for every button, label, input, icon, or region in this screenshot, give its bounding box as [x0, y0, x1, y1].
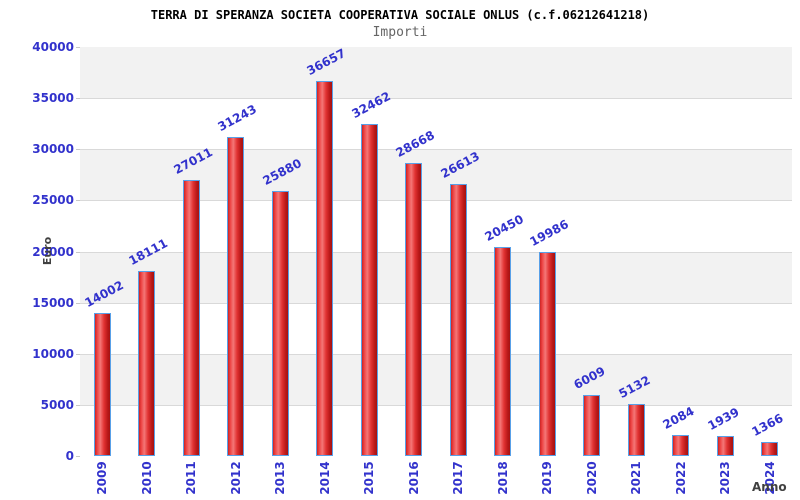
bar	[405, 163, 422, 456]
gridline	[80, 149, 792, 150]
x-tick-label: 2023	[718, 461, 732, 495]
y-tick-mark	[76, 456, 80, 457]
chart-title: TERRA DI SPERANZA SOCIETA COOPERATIVA SO…	[150, 8, 650, 22]
bar	[227, 137, 244, 456]
x-tick-label: 2013	[273, 461, 287, 495]
y-tick-label: 0	[65, 449, 74, 463]
y-tick-mark	[76, 47, 80, 48]
bar	[628, 404, 645, 456]
bar	[316, 81, 333, 456]
x-tick-label: 2015	[362, 461, 376, 495]
x-tick-label: 2016	[407, 461, 421, 495]
gridline	[80, 405, 792, 406]
y-tick-mark	[76, 405, 80, 406]
x-tick-label: 2012	[229, 461, 243, 495]
x-tick-label: 2022	[674, 461, 688, 495]
x-axis-title: Anno	[752, 480, 787, 494]
bar	[272, 191, 289, 456]
y-tick-mark	[76, 303, 80, 304]
gridline	[80, 252, 792, 253]
y-tick-label: 10000	[32, 347, 74, 361]
y-axis-title: Euro	[41, 236, 54, 266]
y-tick-label: 35000	[32, 91, 74, 105]
y-tick-mark	[76, 149, 80, 150]
bar	[183, 180, 200, 456]
bar	[138, 271, 155, 456]
bar	[361, 124, 378, 456]
y-tick-label: 30000	[32, 142, 74, 156]
x-tick-label: 2019	[540, 461, 554, 495]
gridline	[80, 200, 792, 201]
bar	[494, 247, 511, 456]
x-tick-label: 2009	[95, 461, 109, 495]
y-tick-label: 20000	[32, 245, 74, 259]
x-tick-label: 2017	[451, 461, 465, 495]
x-tick-label: 2010	[140, 461, 154, 495]
gridline	[80, 98, 792, 99]
plot-band	[80, 47, 792, 99]
x-tick-label: 2020	[585, 461, 599, 495]
gridline	[80, 303, 792, 304]
y-tick-mark	[76, 200, 80, 201]
bar	[94, 313, 111, 456]
bar	[583, 395, 600, 456]
chart-subtitle: Importi	[372, 25, 428, 40]
plot-band	[80, 98, 792, 150]
y-tick-label: 40000	[32, 40, 74, 54]
y-tick-label: 15000	[32, 296, 74, 310]
y-tick-mark	[76, 98, 80, 99]
bar	[672, 435, 689, 456]
x-tick-label: 2018	[496, 461, 510, 495]
bar	[450, 184, 467, 456]
x-tick-label: 2014	[318, 461, 332, 495]
y-tick-label: 25000	[32, 193, 74, 207]
x-tick-label: 2021	[629, 461, 643, 495]
x-tick-label: 2011	[184, 461, 198, 495]
y-tick-label: 5000	[40, 398, 74, 412]
bar	[717, 436, 734, 456]
gridline	[80, 354, 792, 355]
bar	[761, 442, 778, 456]
y-tick-mark	[76, 354, 80, 355]
y-tick-mark	[76, 252, 80, 253]
bar	[539, 252, 556, 456]
